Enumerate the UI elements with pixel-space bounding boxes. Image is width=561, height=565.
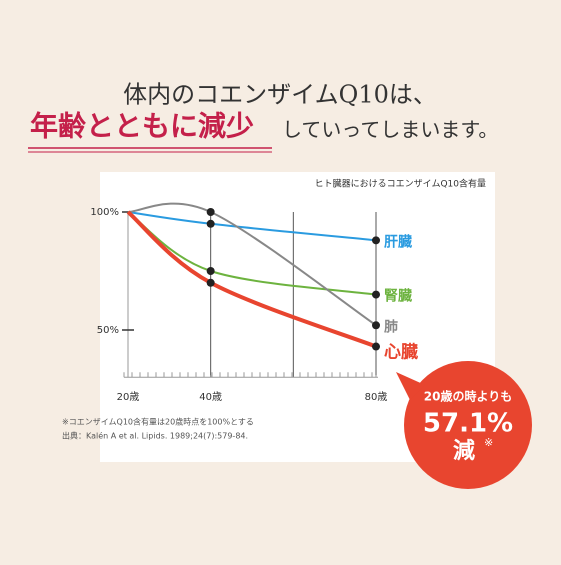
x-tick-label: 20歳 [117, 391, 140, 403]
legend-label: 心臓 [384, 343, 418, 363]
legend-label: 肝臓 [384, 233, 412, 250]
title-line: していってしまいます。 [282, 118, 498, 142]
callout-text: 20歳の時よりも [424, 389, 512, 404]
x-tick-label: 80歳 [365, 391, 388, 403]
marker [372, 236, 380, 245]
title-emphasis: 年齢とともに減少 [30, 110, 254, 143]
chart-subtitle: ヒト臓器におけるコエンザイムQ10含有量 [315, 178, 486, 190]
note: ※コエンザイムQ10含有量は20歳時点を100%とする [62, 417, 254, 427]
line [127, 211, 377, 242]
callout-value: 57.1% [423, 409, 513, 439]
marker [372, 321, 380, 330]
marker [372, 290, 380, 299]
legend-label: 肺 [384, 319, 398, 335]
note: 出典：Kalén A et al. Lipids. 1989;24(7):579… [62, 431, 248, 441]
marker [206, 267, 215, 275]
line [127, 202, 377, 327]
marker [206, 208, 215, 216]
callout-text: 減 [453, 439, 475, 464]
y-tick-label: 100% [90, 207, 119, 218]
callout-circle [404, 361, 532, 489]
marker [206, 219, 215, 228]
x-tick-label: 40歳 [199, 391, 222, 403]
title-line: 体内のコエンザイムQ10は、 [123, 81, 437, 109]
legend-label: 腎臓 [384, 288, 412, 305]
y-tick-label: 50% [97, 325, 119, 336]
callout-mark: ※ [484, 436, 493, 449]
callout-pointer [396, 372, 425, 400]
line [126, 210, 377, 349]
marker [206, 278, 215, 287]
marker [372, 342, 380, 351]
